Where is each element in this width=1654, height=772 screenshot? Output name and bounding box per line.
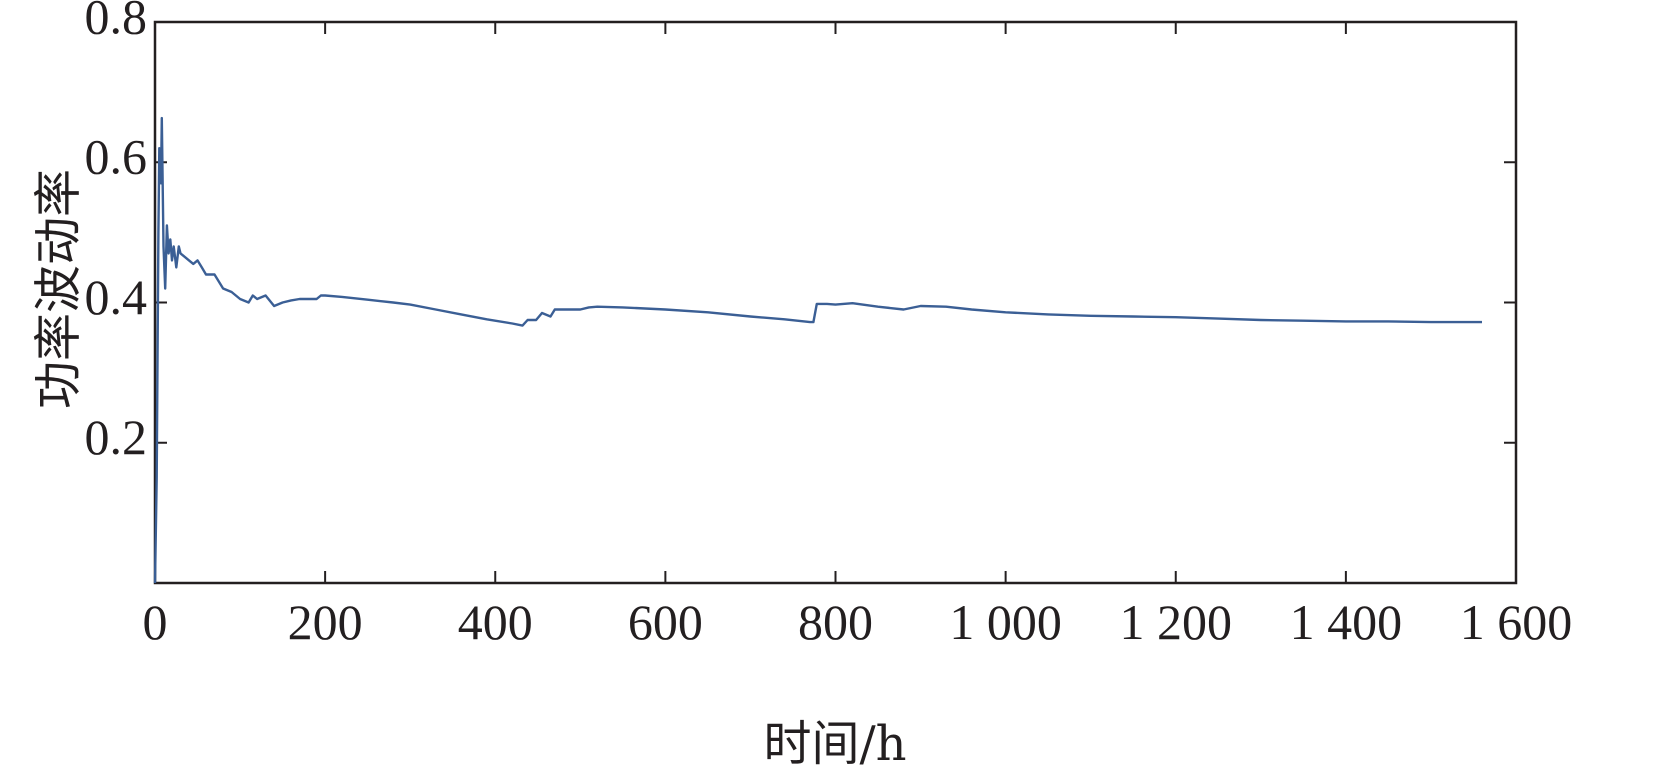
x-tick-label: 1 200 [1120,594,1233,650]
plot-area: 0 200 400 600 800 1 000 1 200 1 400 1 600 0.2 0.4 0… [85,0,1573,650]
y-tick-label: 0.2 [85,409,148,465]
y-tick-label: 0.8 [85,0,148,44]
x-tick-label: 0 [143,594,168,650]
x-tick-label: 800 [798,594,873,650]
y-tick-label: 0.6 [85,129,148,185]
y-axis-title: 功率波动率 [31,169,87,409]
x-tick-label: 1 000 [949,594,1062,650]
x-tick-label: 1 600 [1460,594,1573,650]
x-tick-label: 600 [628,594,703,650]
plot-frame [153,20,1518,585]
x-tick-label: 1 400 [1290,594,1403,650]
y-tick-label: 0.4 [85,269,148,325]
x-axis-title: 时间/h [763,716,906,772]
x-tick-label: 400 [458,594,533,650]
x-tick-label: 200 [288,594,363,650]
series-line [153,116,1482,584]
